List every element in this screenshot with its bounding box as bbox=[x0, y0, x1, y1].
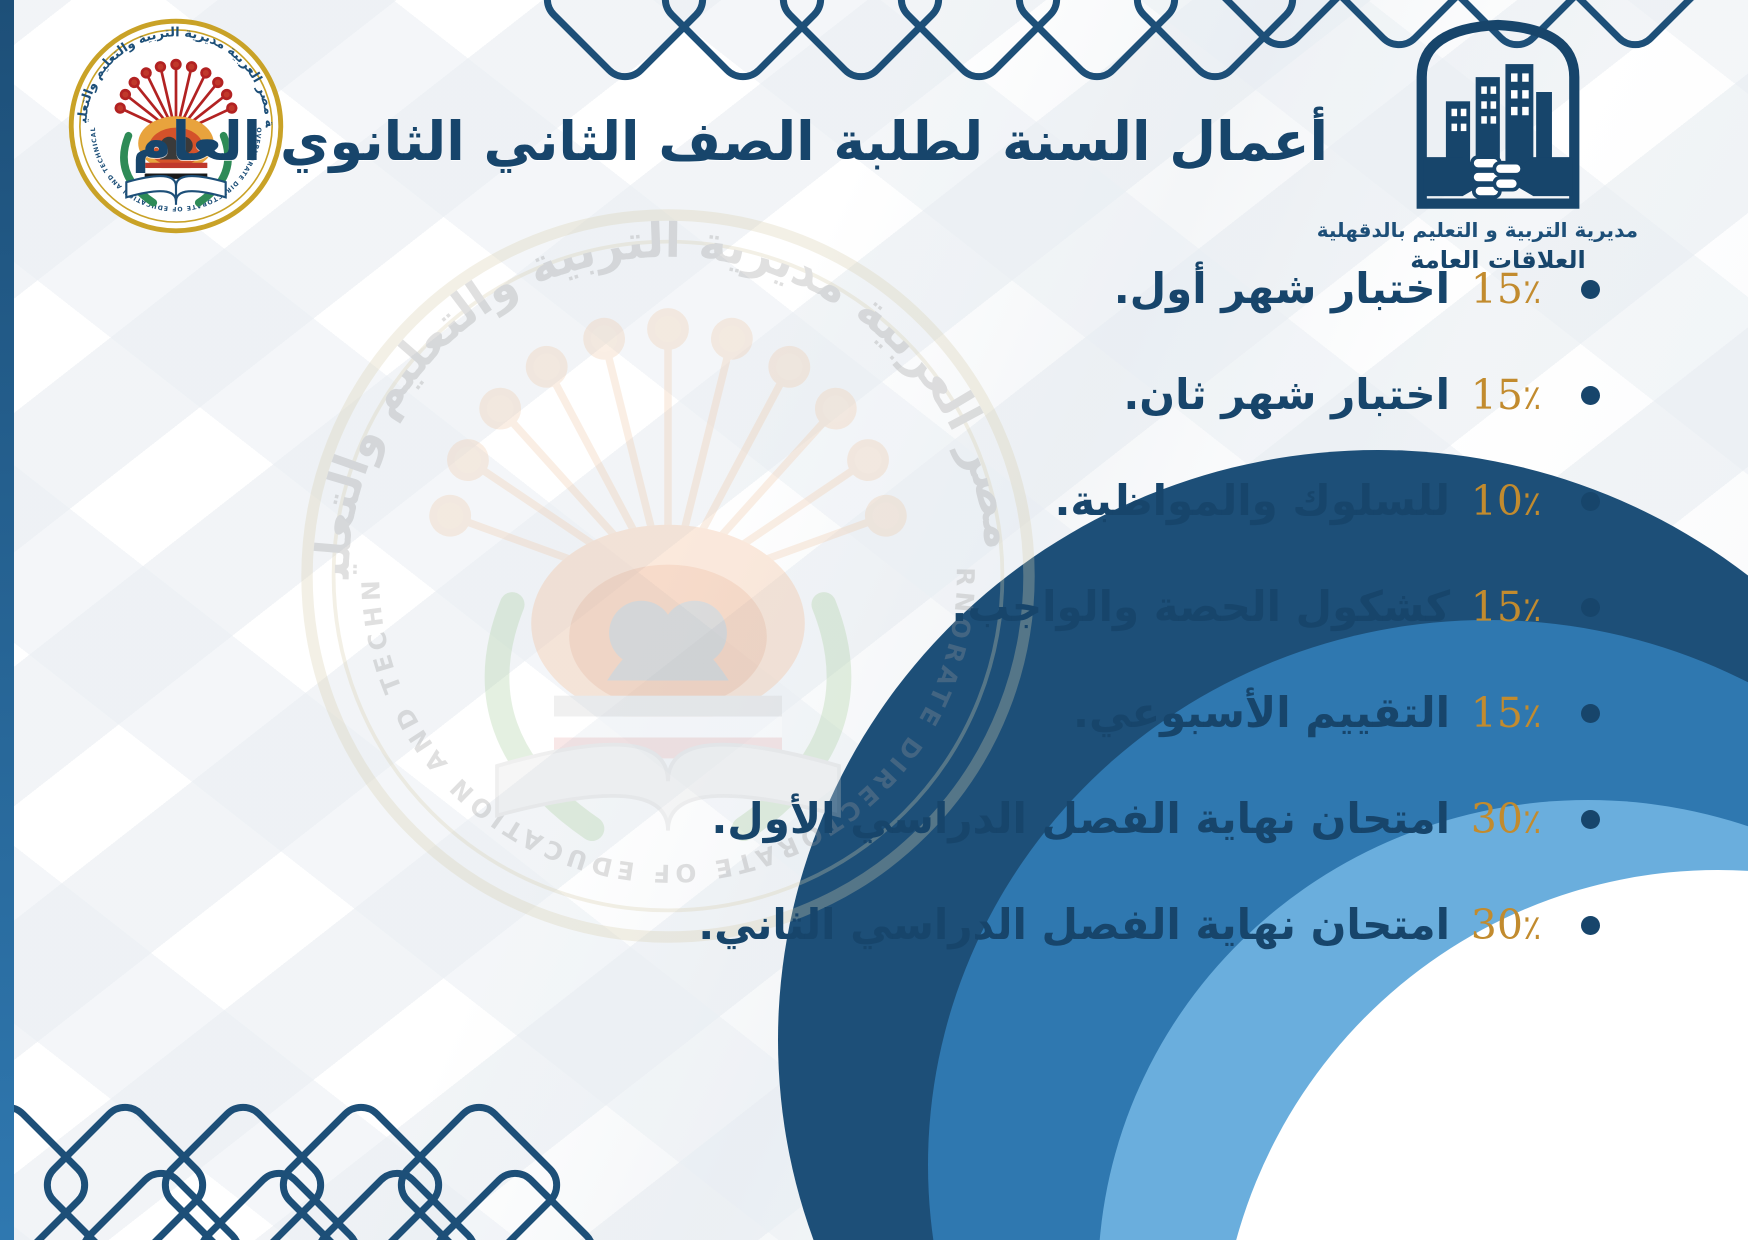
item-percent: 10٪ bbox=[1470, 477, 1542, 525]
item-percent: 30٪ bbox=[1470, 795, 1542, 843]
item-label: اختبار شهر ثان. bbox=[1123, 369, 1450, 419]
item-percent: 30٪ bbox=[1470, 901, 1542, 949]
left-edge-accent bbox=[0, 0, 14, 1240]
list-item: 15٪ اختبار شهر ثان. bbox=[458, 342, 1618, 448]
bullet-icon bbox=[1562, 597, 1618, 617]
bullet-icon bbox=[1562, 491, 1618, 511]
bullet-icon bbox=[1562, 809, 1618, 829]
bullet-icon bbox=[1562, 915, 1618, 935]
item-label: للسلوك والمواظبة. bbox=[1054, 475, 1450, 525]
item-label: اختبار شهر أول. bbox=[1113, 263, 1450, 313]
public-relations-icon bbox=[1416, 19, 1580, 209]
item-label: التقييم الأسبوعي. bbox=[1073, 687, 1450, 737]
bullet-icon bbox=[1562, 385, 1618, 405]
item-percent: 15٪ bbox=[1470, 583, 1542, 631]
right-logo-caption-line1: مديرية التربية و التعليم بالدقهلية bbox=[1316, 218, 1638, 242]
bullet-icon bbox=[1562, 703, 1618, 723]
watermark-emblem: جمهورية مصر العربية مديرية التربية والتع… bbox=[264, 153, 1048, 956]
item-percent: 15٪ bbox=[1470, 371, 1542, 419]
list-item: 15٪ اختبار شهر أول. bbox=[458, 236, 1618, 342]
marks-breakdown-list: 15٪ اختبار شهر أول. 15٪ اختبار شهر ثان. … bbox=[458, 236, 1618, 978]
page-title: أعمال السنة لطلبة الصف الثاني الثانوي ال… bbox=[132, 110, 1328, 173]
left-logo: جمهورية مصر العربية مديرية التربية والتع… bbox=[61, 7, 284, 234]
item-label: كشكول الحصة والواجب. bbox=[951, 581, 1450, 631]
right-logo-caption-line2: العلاقات العامة bbox=[1410, 246, 1586, 274]
item-label: امتحان نهاية الفصل الدراسي الثاني. bbox=[698, 899, 1450, 949]
list-item: 15٪ التقييم الأسبوعي. bbox=[458, 660, 1618, 766]
list-item: 15٪ كشكول الحصة والواجب. bbox=[458, 554, 1618, 660]
list-item: 10٪ للسلوك والمواظبة. bbox=[458, 448, 1618, 554]
list-item: 30٪ امتحان نهاية الفصل الدراسي الثاني. bbox=[458, 872, 1618, 978]
right-logo: مديرية التربية و التعليم بالدقهلية العلا… bbox=[1316, 12, 1638, 274]
bullet-icon bbox=[1562, 279, 1618, 299]
item-percent: 15٪ bbox=[1470, 265, 1542, 313]
list-item: 30٪ امتحان نهاية الفصل الدراسي الأول. bbox=[458, 766, 1618, 872]
item-percent: 15٪ bbox=[1470, 689, 1542, 737]
item-label: امتحان نهاية الفصل الدراسي الأول. bbox=[711, 793, 1450, 843]
